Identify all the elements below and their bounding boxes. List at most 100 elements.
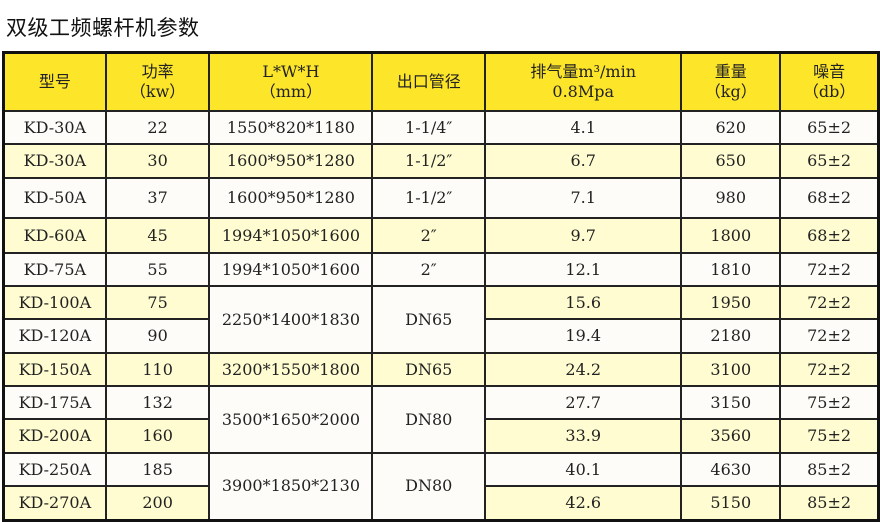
cell-dimensions: 1994*1050*1600 xyxy=(208,217,374,254)
table-row: KD-200A 160 33.9 3560 75±2 xyxy=(2,418,880,454)
cell-power: 45 xyxy=(104,217,211,254)
cell-power: 30 xyxy=(104,143,211,179)
cell-air-flow: 40.1 xyxy=(484,452,683,487)
cell-dimensions: 1994*1050*1600 xyxy=(208,252,374,287)
header-air-flow: 排气量m³/min 0.8Mpa xyxy=(484,51,683,112)
cell-model: KD-100A xyxy=(2,285,107,320)
table-row: KD-30A 30 1600*950*1280 1-1/2″ 6.7 650 65±2 xyxy=(2,143,880,179)
cell-noise: 75±2 xyxy=(779,418,880,454)
cell-noise: 68±2 xyxy=(779,217,880,254)
cell-model: KD-150A xyxy=(2,352,107,387)
header-unit: （kg） xyxy=(704,82,757,101)
header-unit: （mm） xyxy=(259,82,323,101)
header-dimensions: L*W*H （mm） xyxy=(208,51,374,112)
cell-air-flow: 15.6 xyxy=(484,285,683,320)
header-unit: 0.8Mpa xyxy=(552,82,615,101)
cell-weight: 1800 xyxy=(680,217,782,254)
table-row: KD-30A 22 1550*820*1180 1-1/4″ 4.1 620 65±2 xyxy=(2,110,880,145)
cell-outlet-diameter: DN65 xyxy=(371,285,487,354)
header-label: 出口管径 xyxy=(396,72,461,91)
cell-air-flow: 24.2 xyxy=(484,352,683,387)
table-row: KD-60A 45 1994*1050*1600 2″ 9.7 1800 68±2 xyxy=(2,217,880,254)
cell-power: 132 xyxy=(104,385,211,420)
spec-table: 型号 功率 （kw） L*W*H （mm） 出口管径 排气量m³/min 0.8Mpa 重量 （k… xyxy=(2,51,880,522)
cell-air-flow: 33.9 xyxy=(484,418,683,454)
table-row: KD-75A 55 1994*1050*1600 2″ 12.1 1810 72±2 xyxy=(2,252,880,287)
cell-weight: 980 xyxy=(680,177,782,219)
cell-model: KD-50A xyxy=(2,177,107,219)
cell-outlet-diameter: 2″ xyxy=(371,217,487,254)
cell-dimensions: 3900*1850*2130 xyxy=(208,452,374,521)
cell-dimensions: 2250*1400*1830 xyxy=(208,285,374,354)
cell-model: KD-75A xyxy=(2,252,107,287)
cell-weight: 1810 xyxy=(680,252,782,287)
cell-noise: 75±2 xyxy=(779,385,880,420)
cell-noise: 65±2 xyxy=(779,143,880,179)
header-unit: （kw） xyxy=(129,82,186,101)
header-row: 型号 功率 （kw） L*W*H （mm） 出口管径 排气量m³/min 0.8Mpa 重量 （k… xyxy=(2,51,880,112)
cell-power: 75 xyxy=(104,285,211,320)
table-row: KD-150A 110 3200*1550*1800 DN65 24.2 3100 72±2 xyxy=(2,352,880,387)
cell-outlet-diameter: 1-1/2″ xyxy=(371,177,487,219)
cell-power: 55 xyxy=(104,252,211,287)
cell-outlet-diameter: 1-1/2″ xyxy=(371,143,487,179)
cell-outlet-diameter: DN65 xyxy=(371,352,487,387)
cell-power: 110 xyxy=(104,352,211,387)
page-title: 双级工频螺杆机参数 xyxy=(6,16,200,40)
cell-power: 22 xyxy=(104,110,211,145)
cell-model: KD-30A xyxy=(2,110,107,145)
cell-dimensions: 1550*820*1180 xyxy=(208,110,374,145)
header-weight: 重量 （kg） xyxy=(680,51,782,112)
header-noise: 噪音 （db） xyxy=(779,51,880,112)
cell-weight: 2180 xyxy=(680,318,782,354)
cell-weight: 3100 xyxy=(680,352,782,387)
cell-weight: 1950 xyxy=(680,285,782,320)
cell-weight: 4630 xyxy=(680,452,782,487)
table-row: KD-250A 185 3900*1850*2130 DN80 40.1 4630 85±2 xyxy=(2,452,880,521)
header-power: 功率 （kw） xyxy=(104,51,211,112)
cell-noise: 72±2 xyxy=(779,352,880,387)
cell-model: KD-270A xyxy=(2,485,107,521)
cell-model: KD-30A xyxy=(2,143,107,179)
cell-weight: 3150 xyxy=(680,385,782,420)
cell-power: 160 xyxy=(104,418,211,454)
cell-model: KD-200A xyxy=(2,418,107,454)
cell-noise: 72±2 xyxy=(779,252,880,287)
cell-air-flow: 6.7 xyxy=(484,143,683,179)
cell-weight: 3560 xyxy=(680,418,782,454)
header-unit: （db） xyxy=(802,82,856,101)
cell-dimensions: 1600*950*1280 xyxy=(208,177,374,219)
table-row: KD-270A 200 42.6 5150 85±2 xyxy=(2,485,880,521)
header-label: 噪音 xyxy=(813,62,846,81)
cell-air-flow: 7.1 xyxy=(484,177,683,219)
header-model: 型号 xyxy=(2,51,107,112)
cell-outlet-diameter: DN80 xyxy=(371,385,487,454)
table-row: KD-50A 37 1600*950*1280 1-1/2″ 7.1 980 68±2 xyxy=(2,177,880,219)
cell-model: KD-60A xyxy=(2,217,107,254)
header-label: 功率 xyxy=(141,62,174,81)
header-label: 排气量m³/min xyxy=(530,62,636,81)
cell-outlet-diameter: 1-1/4″ xyxy=(371,110,487,145)
cell-model: KD-250A xyxy=(2,452,107,487)
cell-air-flow: 9.7 xyxy=(484,217,683,254)
cell-dimensions: 3200*1550*1800 xyxy=(208,352,374,387)
cell-dimensions: 1600*950*1280 xyxy=(208,143,374,179)
cell-air-flow: 4.1 xyxy=(484,110,683,145)
cell-air-flow: 19.4 xyxy=(484,318,683,354)
cell-noise: 85±2 xyxy=(779,452,880,487)
cell-power: 200 xyxy=(104,485,211,521)
cell-dimensions: 3500*1650*2000 xyxy=(208,385,374,454)
header-label: L*W*H xyxy=(262,62,320,81)
cell-weight: 650 xyxy=(680,143,782,179)
cell-noise: 65±2 xyxy=(779,110,880,145)
cell-weight: 620 xyxy=(680,110,782,145)
cell-power: 90 xyxy=(104,318,211,354)
header-label: 型号 xyxy=(38,72,71,91)
cell-model: KD-175A xyxy=(2,385,107,420)
cell-air-flow: 12.1 xyxy=(484,252,683,287)
cell-noise: 72±2 xyxy=(779,285,880,320)
table-row: KD-175A 132 3500*1650*2000 DN80 27.7 3150 75±2 xyxy=(2,385,880,454)
cell-outlet-diameter: DN80 xyxy=(371,452,487,521)
header-outlet-diameter: 出口管径 xyxy=(371,51,487,112)
cell-noise: 85±2 xyxy=(779,485,880,521)
